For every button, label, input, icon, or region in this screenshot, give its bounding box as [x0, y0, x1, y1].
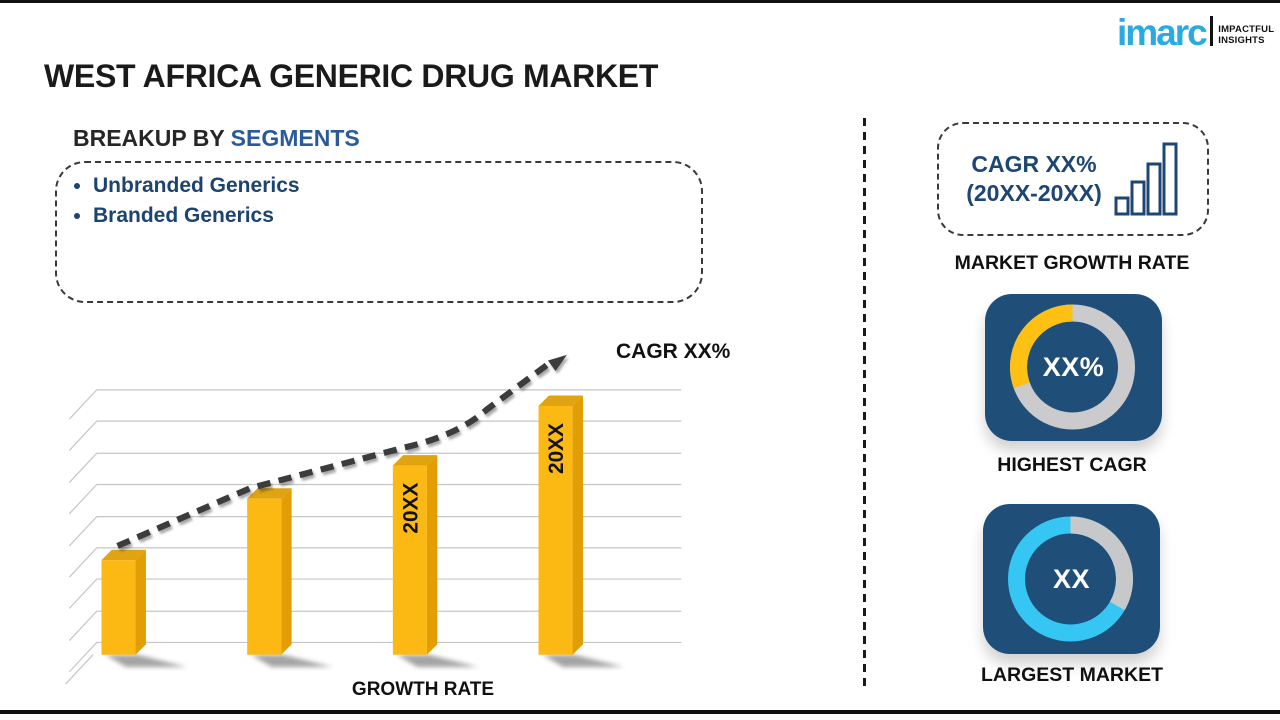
bars-layer: 20XX 20XX	[101, 395, 624, 668]
trend-arrowhead	[547, 354, 567, 371]
bar-3d	[101, 549, 187, 668]
bar-year-label: 20XX	[545, 423, 568, 474]
bar-side-face	[426, 455, 438, 655]
growth-bar-chart: 20XX 20XX	[65, 354, 682, 685]
bar-shadow	[105, 654, 187, 668]
logo-tagline-line2: INSIGHTS	[1218, 34, 1265, 46]
bar-top-face	[247, 488, 292, 499]
cagr-trend-arrow	[116, 354, 567, 549]
bar-top-face	[392, 455, 438, 466]
segment-item-unbranded-generics: Unbranded Generics	[93, 171, 701, 201]
vertical-dashed-divider	[863, 118, 866, 690]
bar-shadow	[250, 654, 333, 668]
bar-shadow	[542, 654, 624, 668]
logo-divider-bar	[1209, 16, 1214, 47]
chart-gridlines	[65, 389, 682, 685]
bar-front-face	[247, 498, 282, 655]
segments-box: Unbranded Generics Branded Generics	[55, 161, 703, 303]
logo-tagline: IMPACTFUL INSIGHTS	[1218, 25, 1274, 46]
largest-market-card: XX	[983, 504, 1160, 654]
bar-side-face	[135, 549, 146, 655]
largest-market-donut	[1008, 516, 1134, 642]
highest-cagr-card: XX%	[985, 294, 1162, 441]
highest-cagr-label: HIGHEST CAGR	[997, 454, 1147, 476]
segment-item-branded-generics: Branded Generics	[93, 201, 701, 231]
bar-top-face	[538, 395, 583, 406]
top-border-line	[0, 0, 1280, 3]
cagr-annotation: CAGR XX%	[616, 340, 731, 363]
bar-3d: 20XX	[392, 455, 478, 668]
bar-front-face	[101, 560, 136, 655]
segments-list: Unbranded Generics Branded Generics	[57, 171, 701, 231]
largest-market-label: LARGEST MARKET	[981, 664, 1163, 686]
imarc-logo-wordmark: imarc	[1117, 12, 1208, 53]
bar-front-face	[392, 465, 427, 655]
segments-heading-prefix: BREAKUP BY	[73, 125, 231, 151]
market-growth-rate-label: MARKET GROWTH RATE	[954, 252, 1190, 274]
bar-side-face	[281, 488, 292, 655]
donut-ring-remainder	[1070, 516, 1134, 611]
cagr-card-line1: CAGR XX%	[971, 151, 1097, 177]
highest-cagr-value: XX%	[1042, 352, 1105, 382]
segments-heading: BREAKUP BY SEGMENTS	[73, 125, 360, 152]
bar-front-face	[538, 405, 573, 655]
cagr-card: CAGR XX% (20XX-20XX)	[937, 122, 1209, 236]
highest-cagr-donut	[1010, 304, 1135, 430]
bar-year-label: 20XX	[399, 483, 422, 534]
segments-heading-highlight: SEGMENTS	[230, 125, 360, 151]
trend-dashed-line	[116, 359, 554, 549]
largest-market-value: XX	[1052, 563, 1091, 594]
page-title: WEST AFRICA GENERIC DRUG MARKET	[44, 58, 659, 94]
cagr-card-text: CAGR XX% (20XX-20XX)	[966, 150, 1102, 208]
bottom-border-line	[0, 710, 1280, 714]
bar-3d: 20XX	[538, 395, 624, 668]
growth-chart-x-axis-label: GROWTH RATE	[351, 679, 495, 700]
bar-side-face	[572, 395, 583, 655]
cagr-card-line2: (20XX-20XX)	[966, 180, 1102, 206]
bar-top-face	[101, 549, 146, 561]
bar-3d	[247, 488, 333, 668]
donut-ring-highlight	[1010, 304, 1073, 389]
logo-tagline-line1: IMPACTFUL	[1218, 24, 1275, 36]
imarc-logo: imarc IMPACTFUL INSIGHTS	[1117, 12, 1274, 53]
ascending-bar-chart-icon	[1114, 142, 1178, 216]
bar-shadow	[396, 654, 478, 668]
